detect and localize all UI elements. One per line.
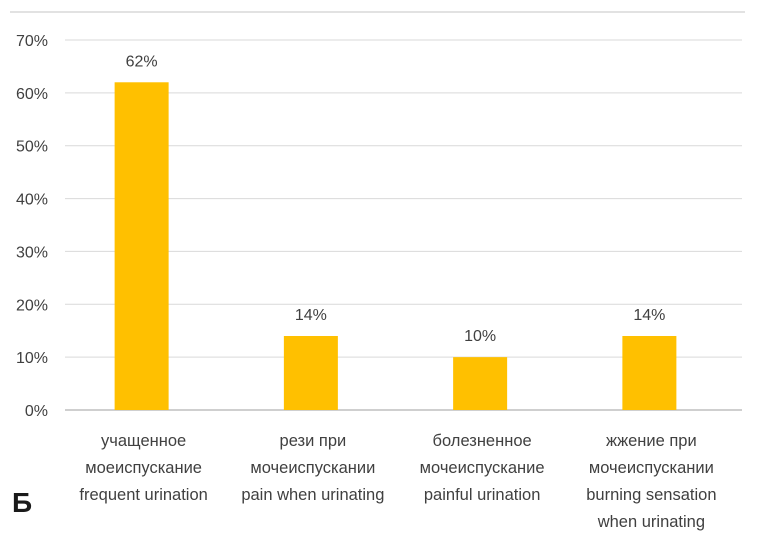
y-tick-label: 60% bbox=[16, 86, 48, 103]
x-axis-categories: учащенное моеиспускание frequent urination… bbox=[79, 432, 716, 531]
y-tick-label: 40% bbox=[16, 192, 48, 209]
gridlines bbox=[65, 39, 742, 411]
y-tick-label: 70% bbox=[16, 33, 48, 50]
category-label: frequent urination bbox=[79, 486, 207, 504]
data-label: 14% bbox=[633, 307, 665, 324]
category-label: pain when urinating bbox=[241, 486, 384, 504]
data-label: 10% bbox=[464, 328, 496, 345]
bars bbox=[114, 82, 677, 411]
y-tick-label: 0% bbox=[25, 403, 48, 420]
category-label: рези при bbox=[280, 432, 347, 450]
panel-label: Б bbox=[12, 487, 32, 518]
category-label: мочеиспускании bbox=[250, 459, 375, 477]
y-tick-label: 50% bbox=[16, 139, 48, 156]
y-axis-ticks: 0% 10% 20% 30% 40% 50% 60% 70% bbox=[16, 33, 48, 420]
category-label: when urinating bbox=[597, 513, 705, 531]
category-label: моеиспускание bbox=[85, 459, 202, 477]
category-label: painful urination bbox=[424, 486, 541, 504]
data-label: 14% bbox=[295, 307, 327, 324]
bar bbox=[453, 357, 508, 410]
data-label: 62% bbox=[126, 53, 158, 70]
category-label: мочеиспускании bbox=[589, 459, 714, 477]
category-label: burning sensation bbox=[586, 486, 716, 504]
category-label: мочеиспускание bbox=[420, 459, 545, 477]
category-label: учащенное bbox=[101, 432, 186, 450]
y-tick-label: 10% bbox=[16, 350, 48, 367]
bar bbox=[622, 336, 677, 410]
y-tick-label: 30% bbox=[16, 244, 48, 261]
bar bbox=[283, 336, 338, 410]
category-label: жжение при bbox=[606, 432, 697, 450]
bar bbox=[114, 82, 169, 411]
y-tick-label: 20% bbox=[16, 297, 48, 314]
category-label: болезненное bbox=[433, 432, 532, 450]
data-labels: 62% 14% 10% 14% bbox=[126, 53, 666, 345]
